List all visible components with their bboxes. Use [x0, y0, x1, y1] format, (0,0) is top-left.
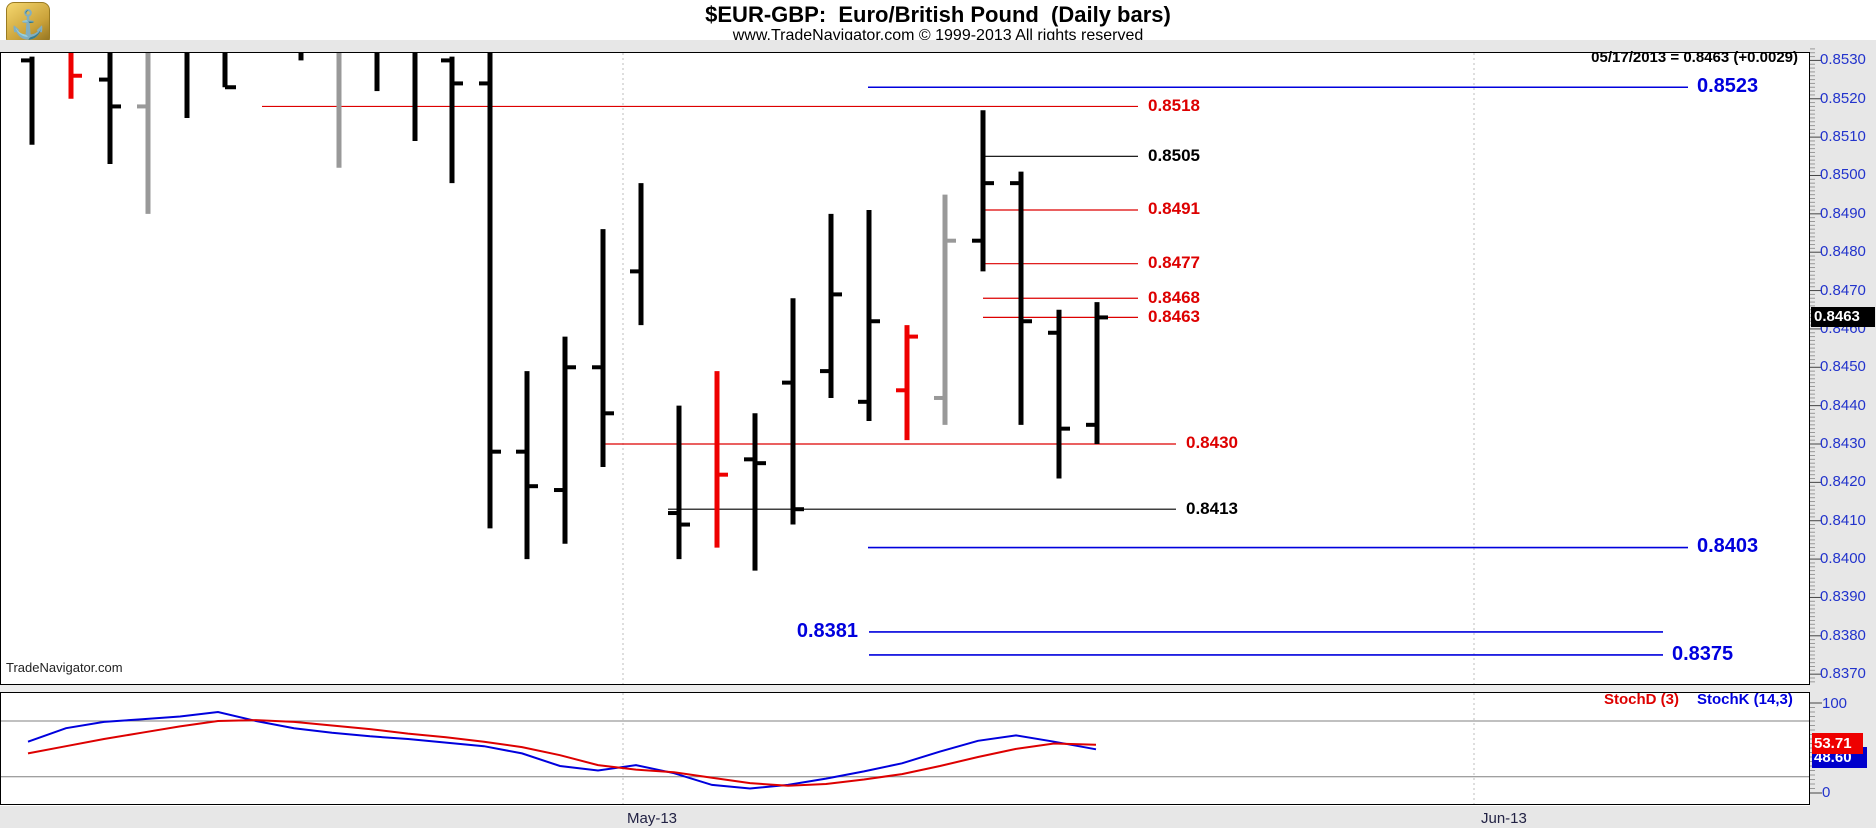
- price-axis-label: 0.8430: [1820, 435, 1866, 452]
- price-axis-label: 0.8410: [1820, 511, 1866, 529]
- stoch-k-legend[interactable]: StochK (14,3): [1697, 691, 1793, 708]
- price-axis-label: 0.8370: [1820, 665, 1866, 683]
- tradenavigator-logo-icon: ⚓: [6, 2, 50, 46]
- price-level-label[interactable]: 0.8403: [1697, 535, 1759, 558]
- price-level-label[interactable]: 0.8468: [1148, 287, 1200, 307]
- chart-subtitle: www.TradeNavigator.com © 1999-2013 All r…: [732, 27, 1144, 44]
- price-level-label[interactable]: 0.8523: [1697, 74, 1759, 97]
- price-level-label[interactable]: 0.8518: [1148, 95, 1200, 115]
- last-bar-readout: 05/17/2013 = 0.8463 (+0.0029): [1591, 49, 1798, 66]
- time-axis-label: May-13: [627, 810, 678, 827]
- price-axis-label: 0.8400: [1820, 550, 1866, 568]
- price-axis-label: 0.8510: [1820, 128, 1866, 146]
- price-axis-label: 0.8440: [1820, 396, 1866, 414]
- current-price-box: 0.8463: [1811, 307, 1875, 327]
- price-level-label[interactable]: 0.8430: [1186, 433, 1238, 453]
- price-level-label[interactable]: 0.8375: [1672, 642, 1734, 665]
- stoch-d-legend[interactable]: StochD (3): [1604, 691, 1679, 708]
- price-level-label[interactable]: 0.8477: [1148, 253, 1200, 273]
- price-axis-label: 0.8500: [1820, 166, 1866, 184]
- price-axis-label: 0.8390: [1820, 588, 1866, 606]
- stoch-d-value-box: 53.71: [1812, 733, 1863, 754]
- price-level-label[interactable]: 0.8413: [1186, 498, 1238, 518]
- price-axis-label: 0.8520: [1820, 89, 1866, 107]
- price-axis-label: 0.8450: [1820, 358, 1866, 376]
- price-level-label[interactable]: 0.8463: [1148, 306, 1200, 326]
- price-axis-label: 0.8470: [1820, 281, 1866, 299]
- watermark: TradeNavigator.com: [6, 660, 123, 675]
- stoch-series-line[interactable]: [27, 719, 1097, 787]
- stoch-axis-0: 0: [1822, 784, 1831, 801]
- price-axis-label: 0.8420: [1820, 473, 1866, 491]
- price-axis-label: 0.8380: [1820, 626, 1866, 644]
- price-level-label[interactable]: 0.8381: [796, 619, 858, 642]
- price-axis-label: 0.8530: [1820, 51, 1866, 69]
- price-axis-label: 0.8490: [1820, 204, 1866, 222]
- stoch-axis-100: 100: [1822, 695, 1848, 712]
- price-level-label[interactable]: 0.8505: [1148, 145, 1200, 165]
- time-axis-label: Jun-13: [1481, 810, 1527, 827]
- price-axis-label: 0.8480: [1820, 243, 1866, 261]
- stoch-series-line[interactable]: [27, 710, 1097, 790]
- chart-title: $EUR-GBP: Euro/British Pound (Daily bars…: [705, 2, 1171, 27]
- price-level-label[interactable]: 0.8491: [1148, 199, 1200, 219]
